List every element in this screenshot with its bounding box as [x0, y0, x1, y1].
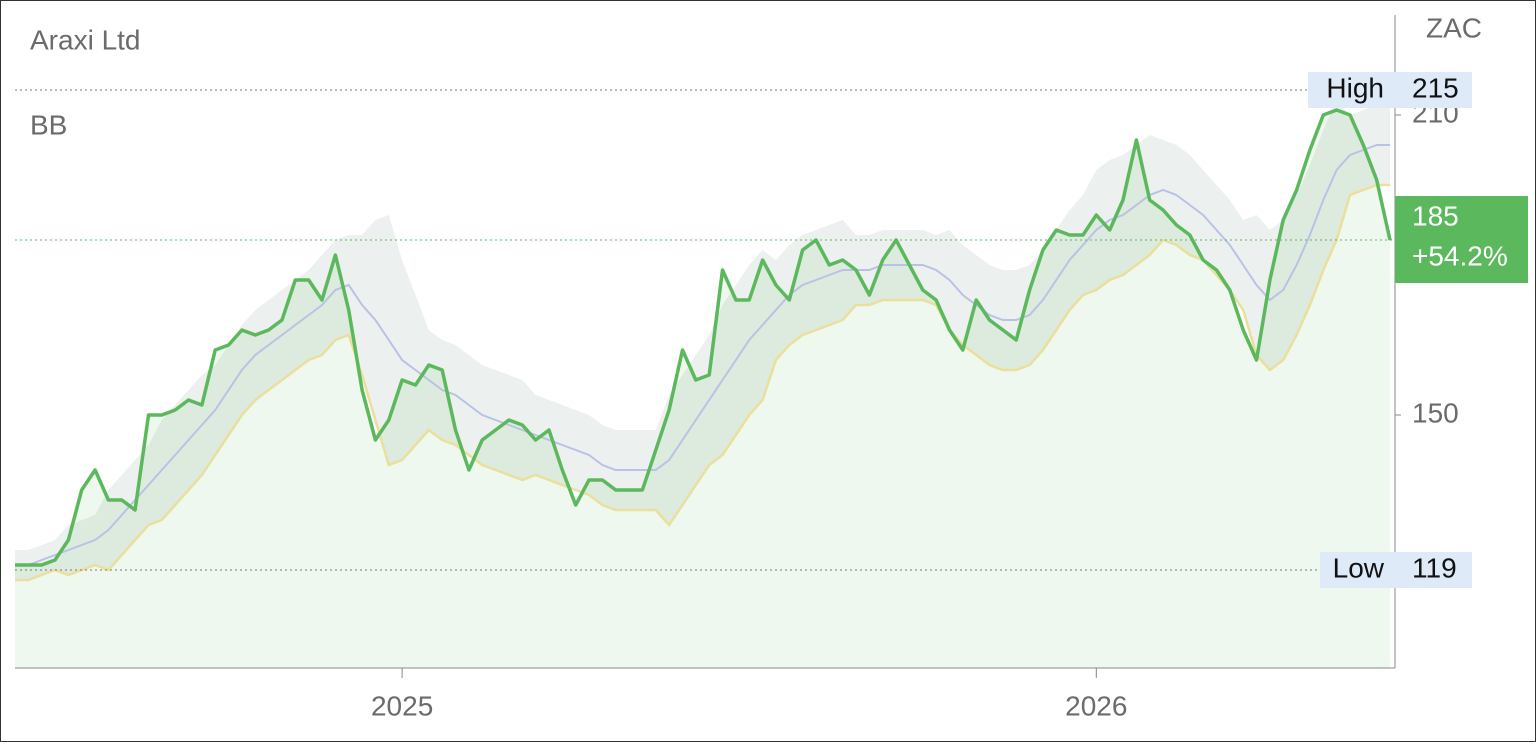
low-box	[1320, 552, 1472, 588]
indicator-label: BB	[30, 109, 67, 140]
band-lower	[15, 183, 1390, 582]
change-label: +54.2%	[1412, 240, 1508, 271]
lines	[15, 108, 1392, 582]
last-box	[1395, 196, 1528, 283]
high-box	[1308, 72, 1472, 108]
areas	[15, 100, 1390, 668]
high-value: 215	[1412, 72, 1459, 103]
high-label: High	[1326, 72, 1384, 103]
y-tick-label: 150	[1412, 397, 1459, 428]
x-tick-label: 2025	[371, 690, 433, 721]
overlay	[15, 89, 1395, 571]
price-area	[15, 110, 1390, 668]
band-area	[15, 100, 1390, 580]
last-value: 185	[1412, 200, 1459, 231]
low-label: Low	[1333, 552, 1385, 583]
band-middle	[15, 144, 1390, 566]
price-line	[15, 108, 1392, 567]
chart-title: Araxi Ltd	[30, 24, 141, 55]
currency-label: ZAC	[1426, 12, 1482, 43]
low-value: 119	[1412, 552, 1457, 583]
x-tick-label: 2026	[1065, 690, 1127, 721]
